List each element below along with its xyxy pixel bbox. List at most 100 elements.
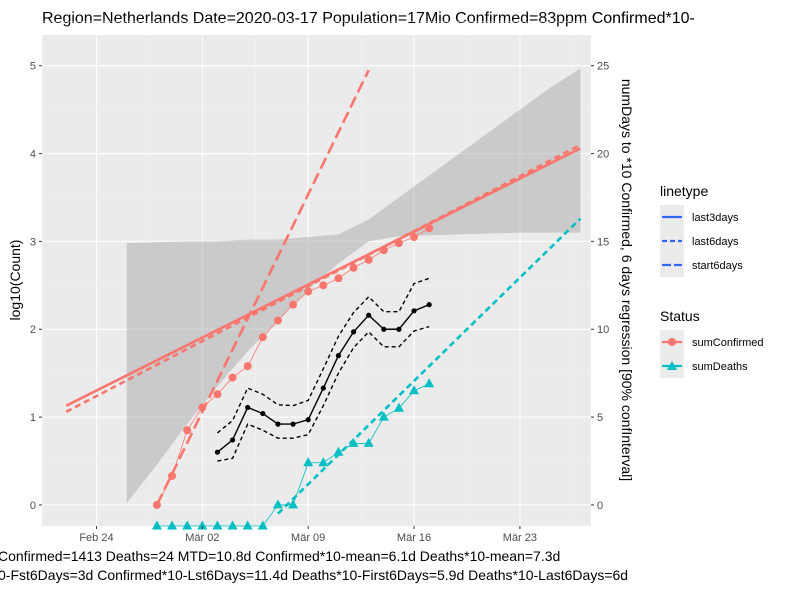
point-numDays-to-10-Confirmed-3 xyxy=(260,410,266,417)
point-sumConfirmed-12 xyxy=(334,274,343,283)
point-numDays-to-10-Confirmed-2 xyxy=(245,404,251,411)
ci-band-area xyxy=(126,68,581,504)
series-line-ci-lower xyxy=(217,325,430,462)
point-sumDeaths-9 xyxy=(288,499,299,509)
legend-label-last3days: last3days xyxy=(692,212,739,224)
point-sumConfirmed-8 xyxy=(273,316,282,325)
legend-item-last3days: last3days xyxy=(660,205,739,229)
x-tick-label-2: Mär 09 xyxy=(291,532,325,544)
series-line-ci-upper xyxy=(216,277,430,434)
point-numDays-to-10-Confirmed-5 xyxy=(290,421,296,427)
point-sumConfirmed-16 xyxy=(394,239,403,248)
y2-tick-label-2: 10 xyxy=(597,324,609,336)
series-markers xyxy=(151,224,435,530)
y2-tick-label-0: 0 xyxy=(597,500,603,512)
point-sumDeaths-10 xyxy=(303,457,314,467)
axes: Feb 24 Mär 02 Mär 09 Mär 16 Mär 23 0 1 2 3 4 5 0 5 10… xyxy=(30,61,609,544)
point-numDays-to-10-Confirmed-10 xyxy=(366,312,372,318)
confidence-band xyxy=(126,68,581,504)
y-tick-label-5: 5 xyxy=(30,61,36,73)
point-sumDeaths-2 xyxy=(182,520,193,530)
legend-item-sumConfirmed: sumConfirmed xyxy=(660,330,764,354)
point-sumDeaths-0 xyxy=(151,520,162,530)
x-tick-label-1: Mär 02 xyxy=(185,532,219,544)
legend: linetype last3days last6days start6days … xyxy=(660,183,764,378)
point-sumDeaths-7 xyxy=(257,520,268,530)
regression-last6days xyxy=(65,143,582,413)
y-axis-label: log10(Count) xyxy=(7,240,23,321)
point-sumDeaths-3 xyxy=(197,520,208,530)
regression-deaths-last6days xyxy=(277,217,582,515)
y-tick-label-1: 1 xyxy=(30,412,36,424)
point-sumDeaths-13 xyxy=(348,437,359,447)
point-numDays-to-10-Confirmed-8 xyxy=(335,352,342,359)
point-sumDeaths-1 xyxy=(167,520,178,530)
point-numDays-to-10-Confirmed-12 xyxy=(396,326,402,332)
y-tick-label-0: 0 xyxy=(30,500,36,512)
point-numDays-to-10-Confirmed-1 xyxy=(229,437,236,443)
legend-label-start6days: start6days xyxy=(692,260,743,272)
point-sumConfirmed-10 xyxy=(304,287,313,296)
legend-item-last6days: last6days xyxy=(660,229,739,253)
point-sumConfirmed-17 xyxy=(410,233,419,242)
point-sumConfirmed-15 xyxy=(379,246,388,255)
point-sumConfirmed-1 xyxy=(168,471,177,480)
footer-line-2: 0-Fst6Days=3d Confirmed*10-Lst6Days=11.4… xyxy=(0,567,628,583)
point-numDays-to-10-Confirmed-6 xyxy=(305,417,311,423)
legend-status-title: Status xyxy=(660,308,700,324)
x-tick-label-0: Feb 24 xyxy=(79,532,113,544)
point-sumConfirmed-3 xyxy=(198,403,207,412)
point-numDays-to-10-Confirmed-11 xyxy=(381,326,387,332)
point-sumConfirmed-14 xyxy=(364,255,373,264)
y-tick-label-3: 3 xyxy=(30,236,36,248)
point-sumDeaths-15 xyxy=(378,411,389,421)
point-numDays-to-10-Confirmed-4 xyxy=(275,421,281,427)
point-numDays-to-10-Confirmed-7 xyxy=(320,385,326,391)
chart-title: Region=Netherlands Date=2020-03-17 Popul… xyxy=(42,10,695,27)
point-sumConfirmed-0 xyxy=(152,500,161,509)
point-sumConfirmed-18 xyxy=(425,224,434,233)
y2-tick-label-5: 25 xyxy=(597,61,609,73)
point-sumDeaths-18 xyxy=(424,378,435,388)
y2-tick-label-3: 15 xyxy=(597,236,609,248)
point-sumConfirmed-4 xyxy=(213,390,222,399)
point-sumConfirmed-13 xyxy=(349,263,358,272)
point-sumDeaths-4 xyxy=(212,520,223,530)
point-sumDeaths-5 xyxy=(227,520,238,530)
point-sumDeaths-8 xyxy=(272,499,283,509)
legend-label-sumConfirmed: sumConfirmed xyxy=(692,337,764,349)
footer-line-1: Confirmed=1413 Deaths=24 MTD=10.8d Confi… xyxy=(0,548,560,564)
y-tick-label-2: 2 xyxy=(30,324,36,336)
x-tick-label-3: Mär 16 xyxy=(397,532,431,544)
y2-tick-label-1: 5 xyxy=(597,412,603,424)
point-sumConfirmed-7 xyxy=(258,333,267,342)
point-numDays-to-10-Confirmed-13 xyxy=(411,308,417,314)
point-sumDeaths-16 xyxy=(393,402,404,412)
y-tick-label-4: 4 xyxy=(30,149,36,161)
point-sumConfirmed-5 xyxy=(228,373,237,382)
point-sumDeaths-6 xyxy=(242,520,253,530)
point-sumDeaths-11 xyxy=(318,457,329,467)
grid xyxy=(42,21,591,526)
point-sumConfirmed-9 xyxy=(289,300,298,309)
point-numDays-to-10-Confirmed-0 xyxy=(214,449,221,455)
legend-label-last6days: last6days xyxy=(692,236,739,248)
point-sumDeaths-14 xyxy=(363,437,374,447)
point-sumDeaths-17 xyxy=(409,385,420,395)
legend-item-sumDeaths: sumDeaths xyxy=(660,354,748,378)
point-sumDeaths-12 xyxy=(333,446,344,456)
legend-label-sumDeaths: sumDeaths xyxy=(692,361,748,373)
point-sumConfirmed-2 xyxy=(183,426,192,435)
x-tick-label-4: Mär 23 xyxy=(503,532,537,544)
y2-axis-label: numDays to *10 Confirmed, 6 days regress… xyxy=(619,79,635,481)
legend-item-start6days: start6days xyxy=(660,253,743,277)
y2-tick-label-4: 20 xyxy=(597,149,609,161)
point-sumConfirmed-11 xyxy=(319,281,328,290)
point-numDays-to-10-Confirmed-14 xyxy=(426,302,432,308)
regression-start6days xyxy=(155,69,370,506)
point-sumConfirmed-6 xyxy=(243,362,252,371)
point-numDays-to-10-Confirmed-9 xyxy=(350,329,357,335)
legend-linetype-title: linetype xyxy=(660,183,708,199)
